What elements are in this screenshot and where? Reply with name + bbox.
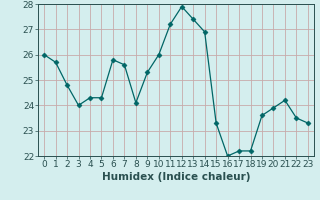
X-axis label: Humidex (Indice chaleur): Humidex (Indice chaleur) <box>102 172 250 182</box>
